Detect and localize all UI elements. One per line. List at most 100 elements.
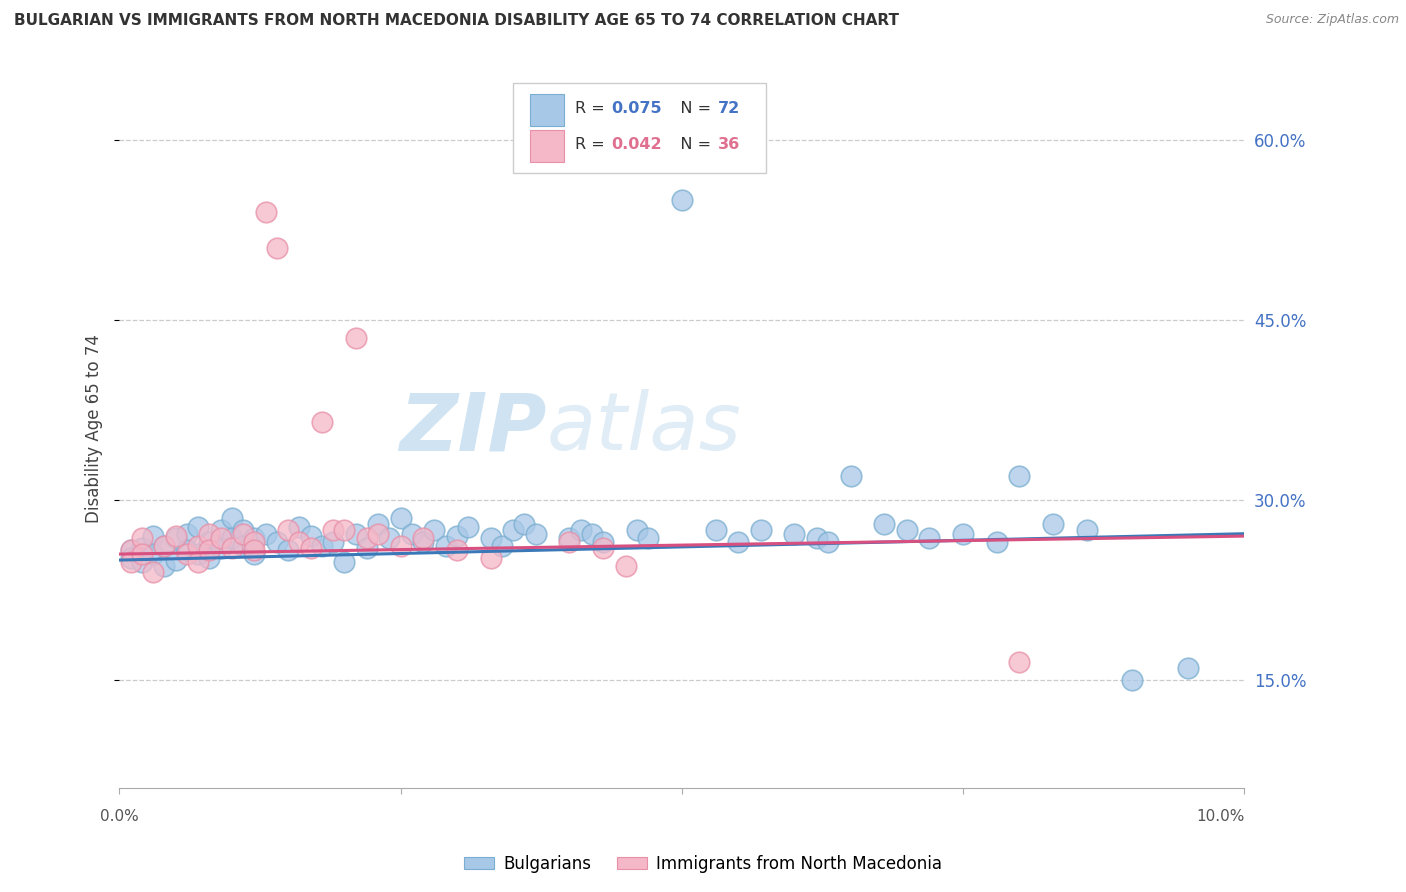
Point [209, 532, 232, 546]
Text: Source: ZipAtlas.com: Source: ZipAtlas.com [1265, 13, 1399, 27]
Point [254, 526, 277, 541]
Point [311, 539, 333, 553]
Point [176, 543, 198, 558]
Point [243, 543, 266, 558]
Point [221, 532, 243, 546]
Point [491, 539, 513, 553]
Point [401, 526, 423, 541]
Point [446, 543, 468, 558]
Point [502, 523, 524, 537]
Point [592, 535, 614, 549]
Point [344, 331, 367, 345]
Point [176, 526, 198, 541]
Point [277, 543, 299, 558]
Point [558, 532, 581, 546]
Point [243, 547, 266, 561]
Point [412, 532, 434, 546]
Point [412, 535, 434, 549]
Point [221, 511, 243, 525]
Point [423, 523, 446, 537]
Point [187, 539, 209, 553]
Point [1008, 655, 1031, 669]
Point [986, 535, 1008, 549]
Point [131, 532, 153, 546]
Point [783, 526, 806, 541]
Point [221, 541, 243, 555]
Text: atlas: atlas [547, 389, 741, 467]
Point [839, 469, 862, 483]
Point [671, 194, 693, 208]
Point [918, 532, 941, 546]
Point [952, 526, 974, 541]
Point [1042, 517, 1064, 532]
Point [142, 529, 165, 543]
FancyBboxPatch shape [513, 83, 766, 173]
Point [457, 519, 479, 533]
Text: R =: R = [575, 101, 610, 116]
Point [1177, 661, 1199, 675]
Point [1076, 523, 1098, 537]
Point [165, 529, 187, 543]
Text: 0.075: 0.075 [612, 101, 662, 116]
Point [322, 523, 344, 537]
Y-axis label: Disability Age 65 to 74: Disability Age 65 to 74 [86, 334, 103, 523]
Point [187, 547, 209, 561]
Point [356, 541, 378, 555]
Point [581, 526, 603, 541]
Text: BULGARIAN VS IMMIGRANTS FROM NORTH MACEDONIA DISABILITY AGE 65 TO 74 CORRELATION: BULGARIAN VS IMMIGRANTS FROM NORTH MACED… [14, 13, 898, 29]
Point [198, 550, 221, 565]
Point [389, 511, 412, 525]
Point [1121, 673, 1143, 687]
Point [614, 559, 637, 574]
Point [165, 532, 187, 546]
Point [120, 550, 142, 565]
Point [277, 523, 299, 537]
Point [131, 547, 153, 561]
Point [153, 559, 176, 574]
Text: N =: N = [665, 101, 716, 116]
Text: 36: 36 [718, 136, 740, 152]
Point [592, 541, 614, 555]
Point [479, 550, 502, 565]
Text: ZIP: ZIP [399, 389, 547, 467]
Point [131, 556, 153, 570]
Point [896, 523, 918, 537]
Point [524, 526, 547, 541]
Point [288, 535, 311, 549]
Text: 72: 72 [718, 101, 740, 116]
Point [727, 535, 749, 549]
Point [378, 532, 401, 546]
Text: R =: R = [575, 136, 610, 152]
Point [333, 556, 356, 570]
Bar [530, 94, 564, 126]
Text: N =: N = [665, 136, 716, 152]
Point [120, 556, 142, 570]
Point [165, 553, 187, 567]
Point [142, 547, 165, 561]
Point [322, 535, 344, 549]
Point [232, 526, 254, 541]
Point [120, 543, 142, 558]
Point [153, 539, 176, 553]
Legend: Bulgarians, Immigrants from North Macedonia: Bulgarians, Immigrants from North Macedo… [457, 848, 949, 880]
Point [569, 523, 592, 537]
Point [356, 532, 378, 546]
Point [176, 547, 198, 561]
Text: 0.0%: 0.0% [100, 809, 139, 824]
Point [254, 205, 277, 219]
Point [299, 529, 322, 543]
Point [209, 541, 232, 555]
Point [446, 529, 468, 543]
Point [626, 523, 648, 537]
Point [266, 535, 288, 549]
Point [243, 532, 266, 546]
Point [389, 539, 412, 553]
Point [749, 523, 772, 537]
Point [266, 241, 288, 255]
Point [637, 532, 659, 546]
Point [153, 539, 176, 553]
Point [243, 535, 266, 549]
Point [479, 532, 502, 546]
Point [198, 543, 221, 558]
Point [232, 539, 254, 553]
